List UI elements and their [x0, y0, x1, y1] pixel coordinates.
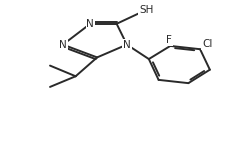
Text: N: N [59, 40, 67, 50]
Text: N: N [123, 40, 131, 50]
Text: Cl: Cl [202, 39, 213, 49]
Text: SH: SH [139, 5, 153, 15]
Text: F: F [166, 35, 172, 45]
Text: N: N [86, 19, 94, 29]
